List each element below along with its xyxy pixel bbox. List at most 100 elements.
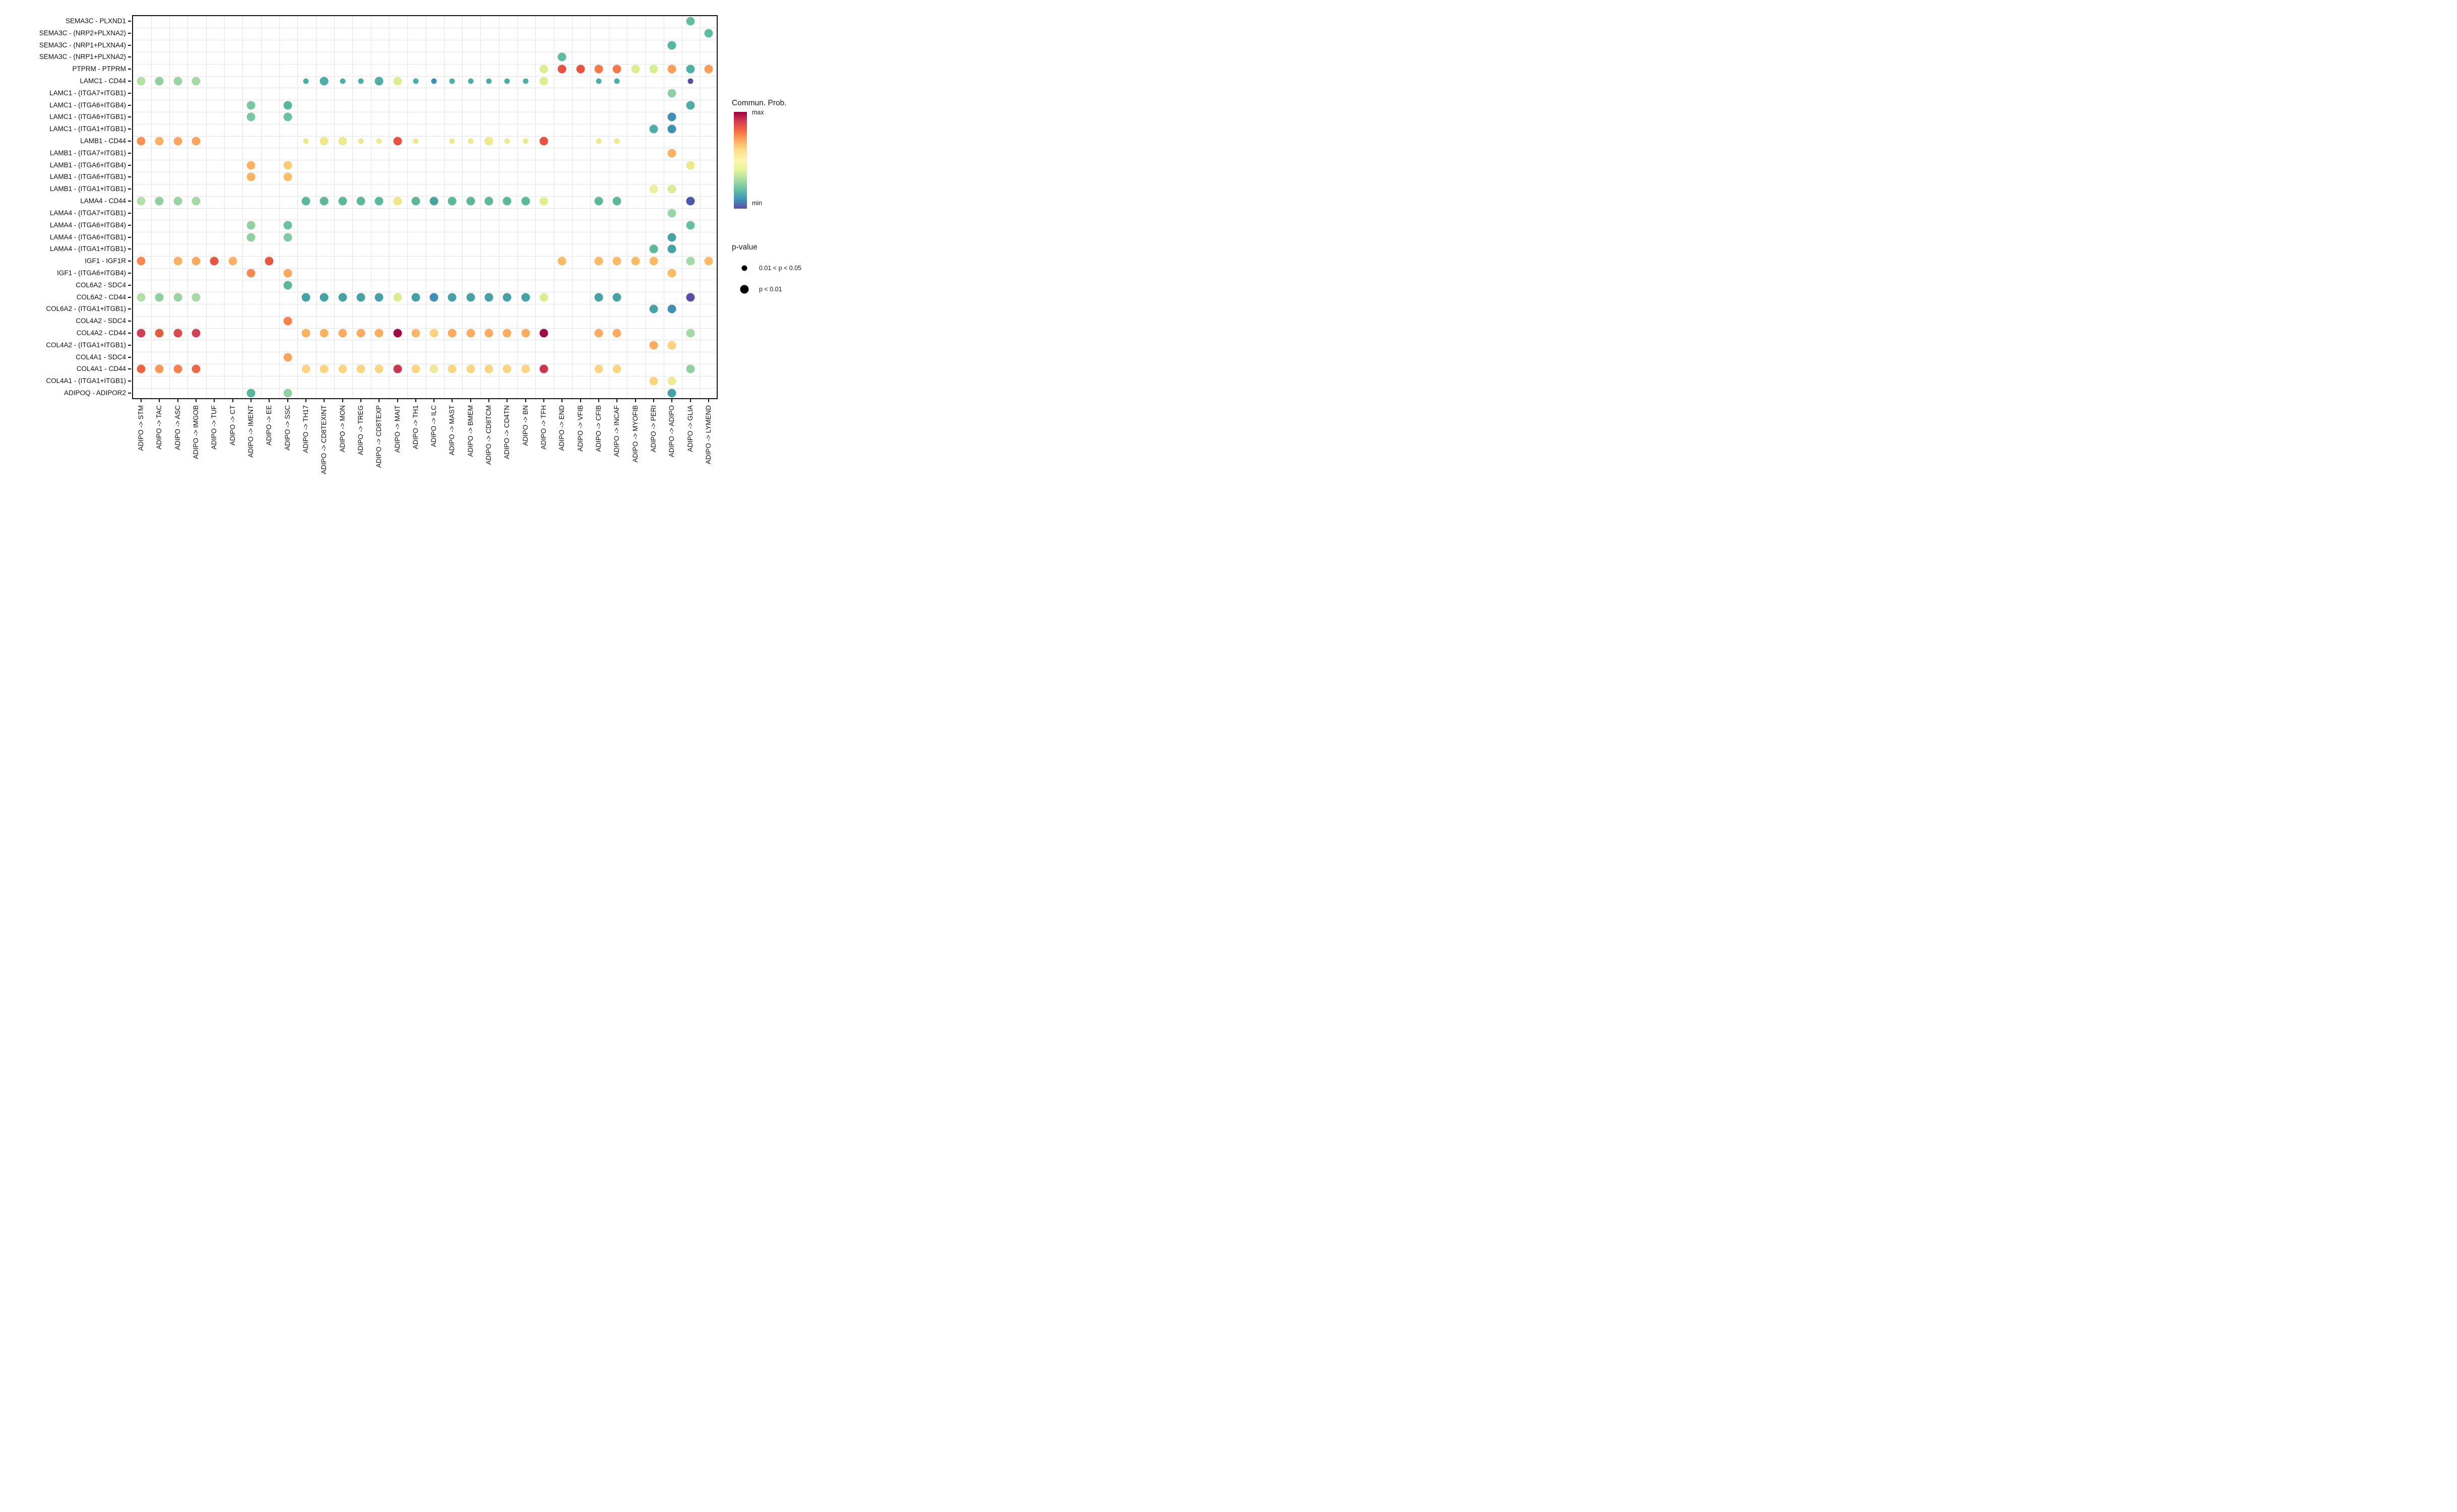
dot <box>667 244 676 254</box>
y-tick <box>128 176 131 178</box>
dot <box>393 364 402 373</box>
dot <box>283 353 292 362</box>
dot <box>320 137 329 146</box>
dot <box>468 138 474 144</box>
x-tick <box>379 399 380 402</box>
dot <box>393 137 402 146</box>
dot <box>686 17 695 26</box>
gridline <box>187 16 188 398</box>
dot <box>649 376 658 386</box>
dot <box>466 197 475 206</box>
y-tick <box>128 248 131 250</box>
x-tick <box>287 399 288 402</box>
y-tick <box>128 69 131 70</box>
dot <box>484 137 493 146</box>
y-axis-label: LAMA4 - CD44 <box>80 197 126 205</box>
x-axis-label: ADIPO -> ILC <box>430 405 438 447</box>
dot <box>686 221 695 230</box>
dot <box>667 304 676 313</box>
y-axis-label: SEMA3C - (NRP1+PLXNA4) <box>39 41 126 49</box>
dot <box>686 364 695 373</box>
dot <box>338 329 347 338</box>
gridline <box>462 16 463 398</box>
dot <box>173 329 182 338</box>
dot <box>429 197 438 206</box>
dot <box>448 197 457 206</box>
y-axis-label: LAMB1 - (ITGA6+ITGB4) <box>49 161 126 169</box>
dot <box>374 293 384 302</box>
gridline <box>133 256 717 257</box>
gridline <box>133 268 717 269</box>
dot <box>502 293 512 302</box>
y-tick <box>128 368 131 370</box>
dot <box>448 329 457 338</box>
x-tick <box>196 399 197 402</box>
y-axis-label: LAMC1 - CD44 <box>80 77 126 85</box>
dot <box>246 389 256 398</box>
dot <box>612 329 621 338</box>
x-tick <box>671 399 673 402</box>
dot <box>283 172 292 181</box>
dot <box>466 329 475 338</box>
x-tick <box>543 399 545 402</box>
dot <box>393 329 402 338</box>
x-tick <box>159 399 160 402</box>
dot <box>283 112 292 121</box>
y-tick <box>128 188 131 190</box>
dot <box>704 257 713 266</box>
x-axis-label: ADIPO -> MYOFIB <box>631 405 639 463</box>
dot <box>576 65 585 74</box>
x-tick <box>232 399 233 402</box>
y-tick <box>128 129 131 130</box>
dot <box>173 364 182 373</box>
y-axis-label: LAMA4 - (ITGA1+ITGB1) <box>49 245 126 253</box>
y-axis-label: COL4A1 - SDC4 <box>76 353 126 361</box>
y-tick <box>128 308 131 310</box>
dot <box>228 257 237 266</box>
dot <box>484 364 493 373</box>
dot <box>155 329 164 338</box>
dot <box>192 257 201 266</box>
dot <box>612 257 621 266</box>
dot <box>649 65 658 74</box>
dot <box>429 329 438 338</box>
dot <box>137 257 146 266</box>
dot <box>539 65 548 74</box>
y-axis-label: SEMA3C - PLXND1 <box>65 17 126 25</box>
x-axis-label: ADIPO -> CT <box>228 405 236 446</box>
gridline <box>389 16 390 398</box>
dot <box>649 257 658 266</box>
gridline <box>224 16 225 398</box>
dot <box>429 293 438 302</box>
dot <box>356 329 365 338</box>
gridline <box>352 16 353 398</box>
y-axis-label: SEMA3C - (NRP1+PLXNA2) <box>39 53 126 61</box>
gridline <box>297 16 298 398</box>
dot <box>376 138 382 144</box>
dot <box>301 364 310 373</box>
y-axis-label: LAMA4 - (ITGA6+ITGB1) <box>49 233 126 241</box>
x-axis-label: ADIPO -> BN <box>521 405 529 446</box>
dot <box>631 257 640 266</box>
dot <box>686 161 695 170</box>
y-tick <box>128 116 131 118</box>
dot <box>539 329 548 338</box>
dot <box>320 293 329 302</box>
x-axis-label: ADIPO -> IMENT <box>247 405 255 458</box>
dot <box>687 78 694 84</box>
dot <box>612 65 621 74</box>
dot <box>173 257 182 266</box>
y-tick <box>128 92 131 94</box>
dot <box>301 293 310 302</box>
x-tick <box>324 399 325 402</box>
dot <box>448 293 457 302</box>
x-tick <box>177 399 178 402</box>
x-axis-label: ADIPO -> TH17 <box>301 405 309 453</box>
dot <box>246 233 256 242</box>
dot <box>137 77 146 86</box>
dot <box>429 364 438 373</box>
dot <box>594 65 603 74</box>
dot <box>338 293 347 302</box>
y-tick <box>128 296 131 298</box>
y-tick <box>128 152 131 154</box>
